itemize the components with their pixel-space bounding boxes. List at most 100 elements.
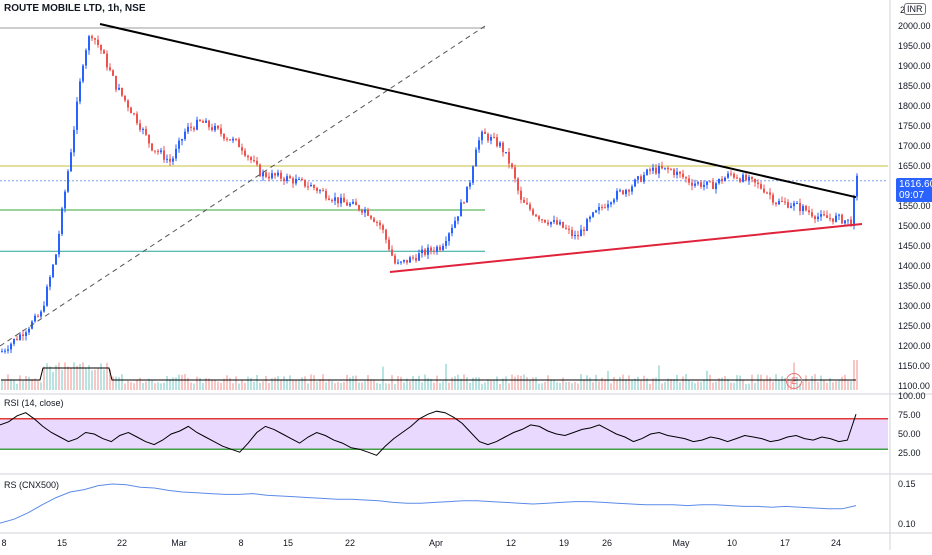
- volume-bar: [448, 382, 450, 390]
- candle-body: [718, 178, 720, 184]
- volume-bar: [76, 365, 78, 390]
- candle-body: [220, 128, 222, 134]
- candle-body: [199, 119, 201, 121]
- earnings-event-marker[interactable]: E: [786, 373, 802, 389]
- volume-bar: [523, 374, 525, 390]
- candle: [799, 198, 801, 216]
- price-axis-tick: 1350.00: [898, 281, 931, 291]
- candle: [520, 186, 522, 204]
- support-trendline[interactable]: [389, 223, 863, 273]
- candle: [82, 64, 84, 84]
- candle: [454, 216, 456, 229]
- volume-bar: [322, 374, 324, 390]
- volume-bar: [196, 376, 198, 390]
- rs-line[interactable]: [0, 483, 857, 524]
- candle-body: [154, 150, 156, 152]
- candle-body: [85, 50, 87, 66]
- candle-body: [274, 173, 276, 176]
- rsi-band: [0, 418, 888, 450]
- candle: [649, 167, 651, 175]
- candle-body: [43, 305, 45, 312]
- candle: [262, 169, 264, 181]
- candle: [211, 123, 213, 132]
- volume-bar: [673, 379, 675, 390]
- volume-bar: [553, 379, 555, 390]
- volume-bar: [424, 374, 426, 390]
- volume-bar: [142, 383, 144, 390]
- rs-label[interactable]: RS (CNX500): [4, 480, 60, 490]
- volume-bar: [229, 378, 231, 390]
- candle: [616, 188, 618, 203]
- candle-body: [433, 250, 435, 252]
- volume-bar: [703, 380, 705, 390]
- volume-bar: [265, 376, 267, 390]
- rsi-label[interactable]: RSI (14, close): [4, 398, 64, 408]
- candle-body: [259, 164, 261, 177]
- candle: [550, 221, 552, 228]
- candle-body: [223, 133, 225, 139]
- candle: [412, 255, 414, 261]
- candle-body: [493, 137, 495, 139]
- candle-body: [634, 179, 636, 187]
- candle-body: [811, 212, 813, 217]
- candle-body: [16, 338, 18, 340]
- x-axis-tick: 15: [57, 538, 67, 548]
- candle-body: [316, 187, 318, 191]
- volume-bar: [16, 383, 18, 390]
- volume-bar: [268, 383, 270, 390]
- volume-bar: [382, 366, 384, 390]
- candle-body: [469, 182, 471, 187]
- volume-bar: [217, 381, 219, 390]
- resistance-trendline[interactable]: [99, 23, 857, 199]
- candle-body: [286, 176, 288, 181]
- candle: [388, 236, 390, 252]
- candle: [466, 186, 468, 203]
- candle: [271, 169, 273, 180]
- candle-body: [46, 286, 48, 306]
- volume-bar: [772, 381, 774, 390]
- candle-body: [397, 262, 399, 264]
- candle: [91, 34, 93, 41]
- volume-bar: [550, 379, 552, 390]
- candle: [94, 37, 96, 45]
- volume-bar: [799, 383, 801, 390]
- candle-body: [88, 36, 90, 51]
- candle-body: [562, 221, 564, 228]
- volume-bar: [97, 368, 99, 390]
- volume-bar: [220, 382, 222, 390]
- volume-bar: [22, 380, 24, 390]
- candle: [751, 176, 753, 183]
- currency-badge[interactable]: INR: [904, 3, 926, 15]
- candle: [838, 213, 840, 220]
- price-axis-tick: 1850.00: [898, 81, 931, 91]
- volume-bar: [118, 377, 120, 390]
- candle-body: [91, 36, 93, 39]
- rsi-line[interactable]: [0, 410, 857, 456]
- candle: [373, 216, 375, 223]
- volume-bar: [445, 363, 447, 390]
- candle-body: [643, 174, 645, 182]
- price-axis-tick: 1100.00: [898, 381, 930, 391]
- candle: [775, 202, 777, 207]
- candle: [736, 174, 738, 180]
- volume-bar: [388, 383, 390, 390]
- candle: [55, 254, 57, 265]
- volume-bar: [541, 383, 543, 390]
- candle: [61, 206, 63, 237]
- volume-bar: [190, 382, 192, 390]
- candle: [532, 207, 534, 216]
- volume-bar: [157, 382, 159, 390]
- volume-bar: [583, 379, 585, 390]
- price-axis-tick: 1550.00: [898, 201, 931, 211]
- candle-body: [34, 315, 36, 322]
- volume-bar: [637, 376, 639, 390]
- candle-body: [826, 215, 828, 218]
- candle: [340, 193, 342, 207]
- projection-trendline[interactable]: [0, 25, 486, 347]
- volume-bar: [13, 380, 15, 390]
- rs-axis-tick: 0.10: [898, 519, 916, 529]
- volume-bar: [484, 382, 486, 390]
- volume-bar: [379, 383, 381, 390]
- volume-bar: [145, 381, 147, 390]
